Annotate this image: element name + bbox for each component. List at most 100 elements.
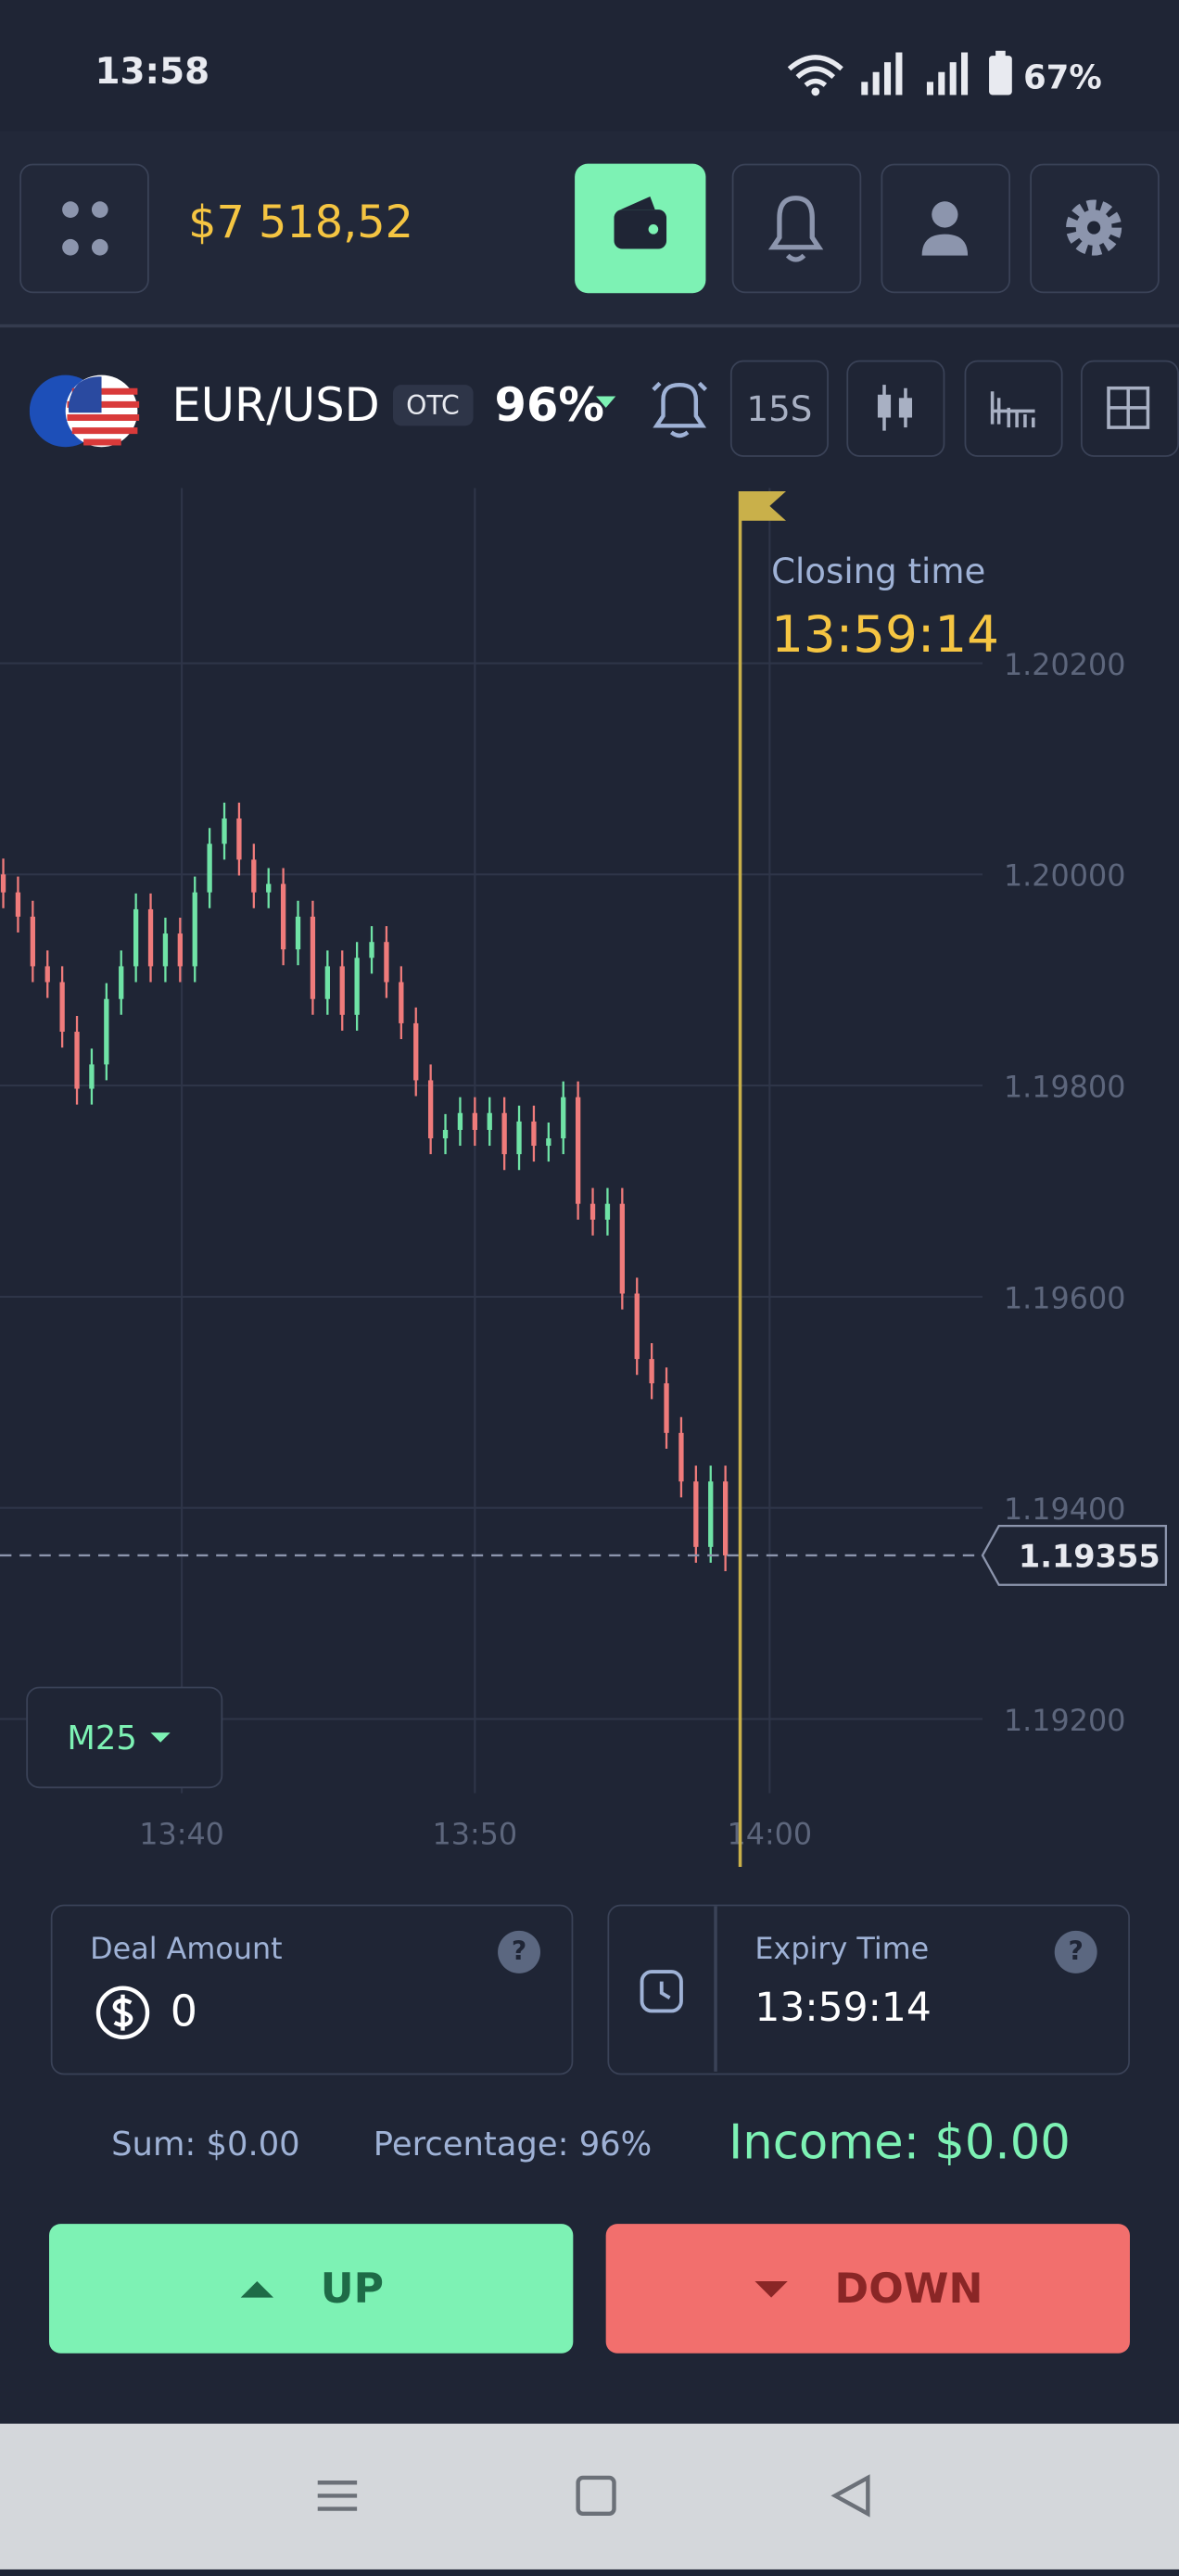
current-price-tag — [981, 1525, 1168, 1586]
candle-body — [354, 958, 360, 1015]
candle-body — [693, 1481, 699, 1547]
candle-body — [310, 916, 316, 999]
candle-body — [516, 1121, 522, 1155]
expiry-box[interactable]: Expiry Time ? 13:59:14 — [607, 1904, 1131, 2075]
x-tick-label: 13:40 — [139, 1817, 224, 1851]
profile-button[interactable] — [881, 163, 1011, 294]
divider — [0, 324, 1179, 328]
chart[interactable]: 13:40 13:50 14:001.202001.200001.198001.19… — [0, 0, 1179, 1884]
closing-label: Closing time — [771, 552, 985, 591]
candle-body — [133, 908, 139, 967]
candle-body — [0, 874, 6, 893]
candle-body — [266, 883, 272, 893]
candle-body — [722, 1481, 729, 1555]
menu-icon — [62, 201, 108, 256]
candle-body — [501, 1112, 507, 1155]
candle-body — [162, 933, 169, 967]
settings-button[interactable] — [1030, 163, 1160, 294]
chart-type-button[interactable] — [846, 360, 945, 457]
candle-body — [192, 892, 197, 967]
deal-amount[interactable]: 0 — [170, 1987, 197, 2037]
candle-body — [324, 966, 330, 999]
candle-body — [472, 1112, 477, 1130]
candle-body — [339, 966, 345, 1015]
candle-body — [457, 1112, 463, 1130]
nav-icons — [317, 2474, 870, 2518]
candle-body — [207, 844, 212, 893]
help-icon[interactable]: ? — [498, 1930, 541, 1973]
candle-body — [546, 1138, 551, 1147]
timeframe-button[interactable]: 15S — [729, 360, 829, 457]
candle-body — [222, 818, 227, 844]
pair-name[interactable]: EUR/USD — [171, 378, 380, 433]
candle-body — [634, 1293, 640, 1360]
wallet-icon — [614, 197, 667, 249]
candle-body — [413, 1022, 419, 1081]
candle-body — [590, 1203, 596, 1220]
candle-body — [575, 1097, 581, 1204]
interval-button[interactable]: M25 — [26, 1686, 223, 1789]
candle-body — [678, 1432, 684, 1482]
candle-body — [30, 916, 35, 967]
closing-flag — [740, 491, 787, 521]
system-nav — [0, 2423, 1179, 2570]
candle-body — [147, 908, 154, 967]
closing-time: 13:59:14 — [771, 604, 999, 664]
y-tick-label: 1.19800 — [1004, 1070, 1126, 1104]
payout-caret[interactable] — [593, 393, 619, 412]
gear-icon — [1066, 199, 1122, 256]
candle-body — [427, 1080, 434, 1139]
candle-body — [442, 1129, 449, 1139]
candle-body — [119, 966, 124, 999]
drawing-icon — [1107, 386, 1150, 429]
current-price-label: 1.19355 — [1019, 1538, 1160, 1574]
y-tick-label: 1.20200 — [1004, 648, 1126, 682]
deal-amount-label: Deal Amount — [90, 1932, 283, 1967]
candle-body — [649, 1359, 654, 1384]
price-alert-icon[interactable] — [649, 376, 711, 442]
expiry-time[interactable]: 13:59:14 — [754, 1985, 932, 2031]
indicators-button[interactable] — [964, 360, 1063, 457]
deal-amount-box[interactable]: Deal Amount ? 0 — [50, 1904, 574, 2075]
wallet-button[interactable] — [575, 163, 706, 294]
down-button[interactable]: DOWN — [605, 2224, 1131, 2354]
otc-badge: OTC — [393, 385, 473, 426]
expiry-label: Expiry Time — [754, 1932, 930, 1967]
help-icon[interactable]: ? — [1054, 1930, 1097, 1973]
candle-body — [664, 1383, 669, 1433]
candle-body — [44, 966, 50, 983]
drawing-button[interactable] — [1081, 360, 1179, 457]
candle-body — [251, 859, 257, 893]
interval: M25 — [67, 1718, 137, 1758]
candle-body — [59, 982, 65, 1033]
y-tick-label: 1.19600 — [1004, 1281, 1126, 1315]
candle-icon — [877, 385, 913, 431]
y-tick-label: 1.19400 — [1004, 1492, 1126, 1527]
x-tick-label: 13:50 — [433, 1817, 518, 1851]
interval-caret — [150, 1732, 171, 1743]
expiry-divider — [714, 1906, 716, 2072]
clock-icon — [640, 1970, 683, 2013]
candle-body — [561, 1097, 566, 1139]
candle-body — [236, 818, 242, 860]
candle-body — [619, 1203, 625, 1294]
notifications-button[interactable] — [731, 163, 862, 294]
candle-body — [399, 982, 404, 1023]
up-button[interactable]: UP — [49, 2224, 574, 2354]
candle-body — [89, 1064, 95, 1089]
candle-body — [708, 1481, 714, 1547]
candle-body — [15, 892, 21, 917]
indicators-icon — [990, 391, 1035, 428]
up-arrow — [240, 2280, 273, 2297]
dollar-icon — [95, 1986, 150, 2039]
menu-button[interactable] — [19, 163, 149, 294]
sum: Sum: $0.00 — [111, 2124, 300, 2164]
candle-body — [177, 933, 183, 967]
up-label: UP — [320, 2265, 384, 2313]
balance[interactable]: $7 518,52 — [188, 197, 413, 249]
down-label: DOWN — [834, 2265, 983, 2313]
down-arrow — [754, 2280, 788, 2297]
timeframe: 15S — [746, 388, 813, 428]
income: Income: $0.00 — [729, 2113, 1071, 2170]
